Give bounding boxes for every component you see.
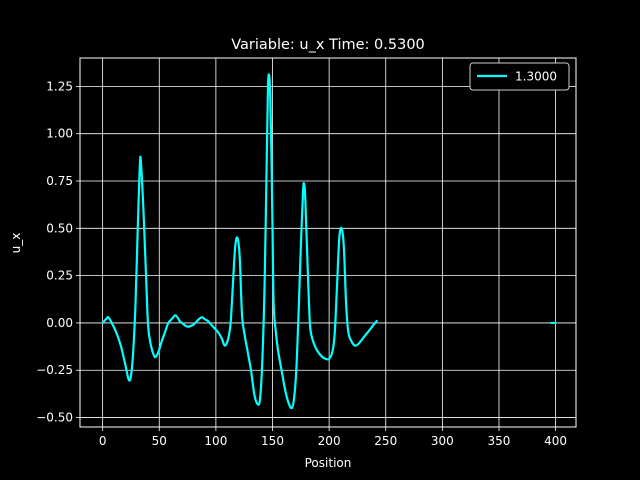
- y-tick-label: 0.25: [46, 269, 73, 283]
- y-tick-label: −0.50: [36, 411, 73, 425]
- series-layer: [101, 73, 557, 410]
- series-line-0: [101, 73, 378, 410]
- legend-label: 1.3000: [515, 70, 557, 84]
- y-tick-label: 0.50: [46, 221, 73, 235]
- axis-ticks: 0 50 100 150 200 250 300 350 400 −0.50 −0.25 0.00 0.…: [36, 79, 567, 448]
- x-tick-label: 200: [318, 434, 341, 448]
- y-tick-label: 0.75: [46, 174, 73, 188]
- x-tick-label: 350: [488, 434, 511, 448]
- x-tick-label: 100: [204, 434, 227, 448]
- y-tick-label: 1.25: [46, 79, 73, 93]
- x-tick-label: 0: [99, 434, 107, 448]
- chart-title: Variable: u_x Time: 0.5300: [231, 37, 425, 53]
- y-tick-label: 0.00: [46, 316, 73, 330]
- grid-lines: [80, 58, 576, 427]
- y-tick-label: −0.25: [36, 363, 73, 377]
- axes-frame: [79, 57, 577, 428]
- x-axis-label: Position: [305, 456, 352, 470]
- y-axis-label: u_x: [9, 233, 23, 254]
- x-tick-label: 300: [431, 434, 454, 448]
- x-tick-label: 50: [152, 434, 167, 448]
- x-tick-label: 150: [261, 434, 284, 448]
- legend: 1.3000: [469, 62, 570, 91]
- y-tick-label: 1.00: [46, 127, 73, 141]
- legend-box: [469, 62, 570, 91]
- x-tick-label: 400: [544, 434, 567, 448]
- x-tick-label: 250: [374, 434, 397, 448]
